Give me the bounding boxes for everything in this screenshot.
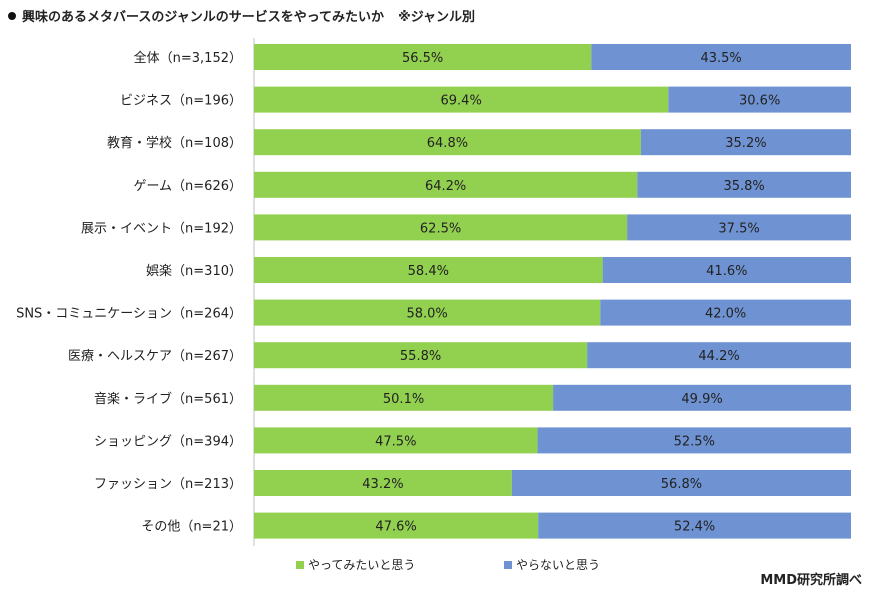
- bar-segment-yes: [254, 129, 641, 156]
- bar-segment-no: [537, 427, 851, 454]
- bar-segment-no: [553, 384, 851, 411]
- bar-segment-yes: [254, 257, 603, 283]
- bar-segment-no: [538, 512, 851, 539]
- data-label: 47.5%: [375, 434, 416, 449]
- bar-segment-no: [640, 129, 851, 156]
- data-label: 44.2%: [698, 349, 739, 364]
- data-label: 64.2%: [425, 179, 466, 194]
- data-label: 52.5%: [674, 434, 715, 449]
- bar-segment-no: [511, 470, 851, 496]
- bar-segment-no: [627, 214, 851, 241]
- data-label: 49.9%: [681, 392, 722, 407]
- bar-segment-yes: [254, 171, 638, 198]
- category-label: ビジネス（n=196）: [120, 94, 242, 109]
- category-label: 全体（n=3,152）: [134, 50, 242, 66]
- data-label: 56.8%: [661, 477, 702, 492]
- bar-segment-yes: [254, 384, 554, 411]
- data-label: 55.8%: [400, 349, 441, 364]
- bar-segment-yes: [254, 342, 588, 369]
- data-label: 42.0%: [705, 307, 746, 322]
- bar-segment-yes: [254, 299, 601, 326]
- data-label: 58.4%: [408, 264, 449, 279]
- bar-segment-yes: [254, 44, 592, 70]
- data-label: 37.5%: [718, 221, 759, 236]
- bar-segment-yes: [254, 86, 669, 113]
- bullet-icon: [8, 11, 16, 20]
- bar-segment-yes: [254, 427, 538, 454]
- category-label: ファッション（n=213）: [94, 477, 242, 492]
- legend-label: やらないと思う: [516, 558, 600, 572]
- bar-segment-yes: [254, 214, 628, 241]
- chart-title-note: ※ジャンル別: [398, 10, 476, 25]
- bar-segment-no: [668, 86, 851, 113]
- data-label: 30.6%: [739, 94, 780, 109]
- chart-title: 興味のあるメタバースのジャンルのサービスをやってみたいか: [22, 10, 385, 25]
- data-label: 62.5%: [420, 221, 461, 236]
- legend-swatch: [504, 561, 512, 569]
- legend-swatch: [296, 561, 304, 569]
- legend-label: やってみたいと思う: [308, 558, 415, 572]
- category-label: 音楽・ライブ（n=561）: [94, 391, 242, 407]
- data-label: 35.8%: [723, 179, 764, 194]
- category-label: その他（n=21）: [141, 520, 242, 535]
- bar-segment-no: [591, 44, 851, 70]
- category-label: SNS・コミュニケーション（n=264）: [16, 307, 242, 322]
- category-label: ゲーム（n=626）: [133, 179, 242, 194]
- data-label: 41.6%: [706, 264, 747, 279]
- data-label: 69.4%: [441, 94, 482, 109]
- source-credit: MMD研究所調べ: [760, 573, 862, 588]
- category-label: 娯楽（n=310）: [146, 263, 242, 279]
- category-label: 教育・学校（n=108）: [107, 135, 242, 151]
- data-label: 47.6%: [375, 520, 416, 535]
- data-label: 35.2%: [725, 136, 766, 151]
- data-label: 58.0%: [406, 307, 447, 322]
- data-label: 43.5%: [700, 51, 741, 66]
- data-label: 52.4%: [674, 520, 715, 535]
- bar-segment-yes: [254, 470, 512, 496]
- bar-segment-yes: [254, 512, 539, 539]
- data-label: 64.8%: [427, 136, 468, 151]
- chart-title-block: 興味のあるメタバースのジャンルのサービスをやってみたいか ※ジャンル別: [8, 6, 475, 25]
- data-label: 56.5%: [402, 51, 443, 66]
- bar-segment-no: [602, 257, 851, 283]
- bar-segment-no: [637, 171, 851, 198]
- category-label: 展示・イベント（n=192）: [81, 221, 242, 236]
- category-label: ショッピング（n=394）: [94, 434, 242, 449]
- bar-segment-no: [600, 299, 851, 326]
- category-label: 医療・ヘルスケア（n=267）: [68, 349, 242, 364]
- bar-segment-no: [587, 342, 851, 369]
- data-label: 50.1%: [383, 392, 424, 407]
- data-label: 43.2%: [362, 477, 403, 492]
